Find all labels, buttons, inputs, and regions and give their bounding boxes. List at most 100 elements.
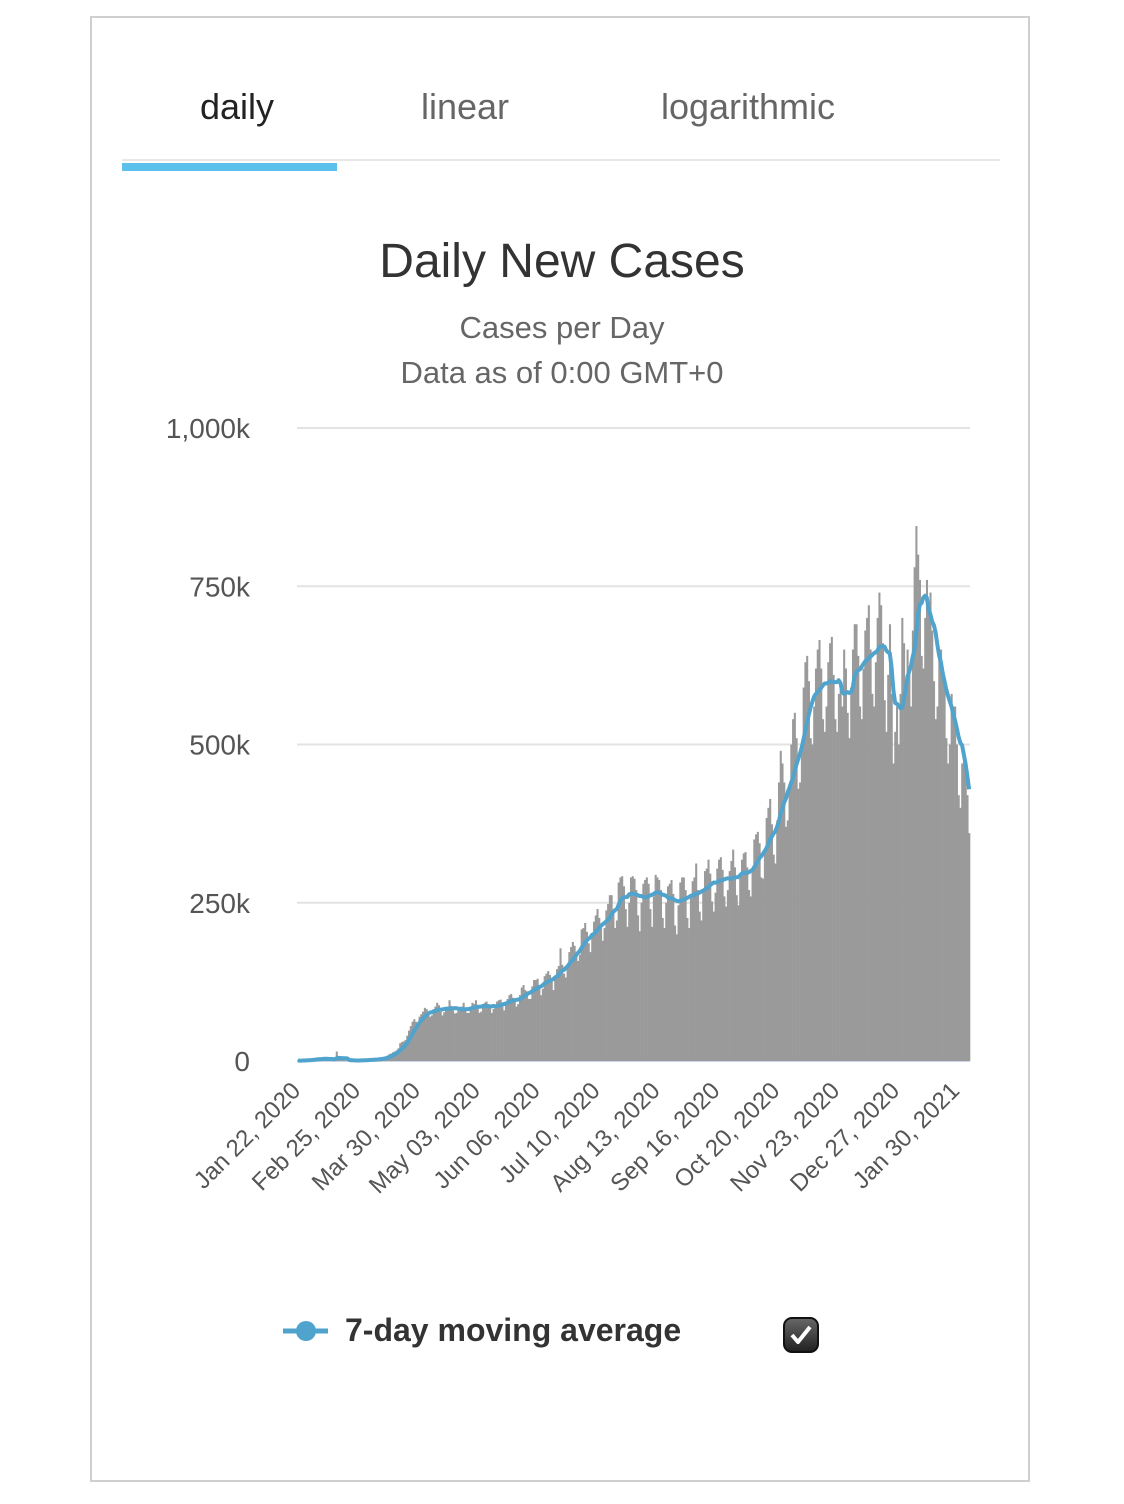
- bar: [540, 995, 543, 1061]
- bar: [571, 941, 574, 1061]
- bar: [515, 1006, 518, 1061]
- bar: [751, 871, 754, 1061]
- legend-label[interactable]: 7-day moving average: [345, 1312, 682, 1348]
- bar: [947, 763, 950, 1061]
- bar: [832, 674, 835, 1061]
- bar: [844, 668, 847, 1061]
- bar: [732, 849, 735, 1061]
- bar: [813, 706, 816, 1061]
- bar: [460, 1006, 463, 1061]
- bar: [526, 991, 529, 1061]
- bar: [619, 877, 622, 1061]
- bar: [411, 1021, 414, 1061]
- bar: [712, 911, 715, 1061]
- bar: [792, 719, 795, 1061]
- bar: [439, 1011, 442, 1061]
- bar: [344, 1060, 347, 1061]
- bar: [437, 1005, 441, 1061]
- bar: [807, 681, 810, 1061]
- bar: [642, 883, 645, 1061]
- bar: [430, 1015, 433, 1061]
- bar: [908, 668, 911, 1061]
- bar: [739, 877, 742, 1061]
- bar: [434, 1006, 437, 1061]
- bar: [570, 947, 573, 1061]
- bar: [552, 990, 555, 1061]
- bar: [561, 964, 564, 1061]
- bar: [880, 605, 883, 1061]
- bar: [415, 1021, 418, 1061]
- bar: [957, 795, 960, 1061]
- bar: [785, 826, 788, 1061]
- bar: [945, 738, 948, 1061]
- bar: [823, 731, 826, 1061]
- moving-average-checkbox[interactable]: [783, 1317, 819, 1353]
- bar: [489, 1007, 492, 1061]
- bar: [596, 909, 599, 1061]
- bar: [725, 906, 728, 1061]
- tab-logarithmic[interactable]: logarithmic: [660, 86, 836, 127]
- bar: [575, 954, 578, 1061]
- bar: [846, 712, 849, 1061]
- bar: [702, 891, 705, 1061]
- bar: [809, 738, 812, 1061]
- bar: [422, 1011, 425, 1061]
- bar: [429, 1016, 432, 1061]
- bar: [941, 668, 944, 1061]
- bar: [830, 636, 833, 1061]
- chart-subtitle: Cases per Day: [459, 310, 665, 345]
- bar: [728, 871, 731, 1061]
- bar: [962, 757, 966, 1061]
- bar: [848, 738, 851, 1061]
- y-tick-label: 750k: [189, 571, 251, 602]
- bar: [716, 868, 719, 1061]
- bar: [892, 763, 895, 1061]
- bar: [834, 719, 837, 1061]
- bar: [626, 926, 629, 1061]
- bar: [487, 1004, 490, 1061]
- bar: [647, 883, 650, 1061]
- bar: [494, 1005, 497, 1061]
- bar: [600, 928, 603, 1061]
- bar: [940, 649, 943, 1061]
- bar: [409, 1026, 412, 1061]
- bar: [901, 617, 904, 1061]
- bar: [920, 655, 923, 1061]
- bar: [917, 554, 920, 1061]
- bar: [867, 605, 870, 1061]
- bar: [425, 1009, 428, 1061]
- bar: [418, 1016, 421, 1061]
- bar: [749, 896, 752, 1061]
- bar: [763, 852, 766, 1061]
- bar: [563, 973, 566, 1061]
- bar: [638, 931, 641, 1061]
- bar: [496, 1001, 499, 1061]
- tab-daily[interactable]: daily: [199, 86, 275, 127]
- bar: [748, 890, 751, 1061]
- bar: [631, 876, 634, 1061]
- bar: [786, 820, 789, 1061]
- bar: [959, 807, 962, 1061]
- bar: [545, 973, 548, 1061]
- bar: [753, 839, 756, 1061]
- bar: [931, 630, 934, 1061]
- bar: [950, 693, 953, 1061]
- bar: [635, 890, 638, 1061]
- bar: [654, 874, 657, 1061]
- tab-linear[interactable]: linear: [420, 86, 510, 127]
- bar: [777, 782, 781, 1061]
- bar: [682, 877, 685, 1061]
- bar: [564, 977, 567, 1061]
- bar: [420, 1014, 423, 1061]
- bar: [541, 988, 544, 1061]
- bar: [797, 788, 800, 1061]
- bar: [927, 605, 930, 1061]
- bar: [416, 1024, 419, 1061]
- bar: [462, 1002, 465, 1061]
- bar: [860, 719, 863, 1061]
- bar: [718, 859, 721, 1061]
- bar: [871, 693, 874, 1061]
- bar: [837, 693, 840, 1061]
- bar: [804, 662, 807, 1061]
- y-tick-label: 250k: [189, 888, 251, 919]
